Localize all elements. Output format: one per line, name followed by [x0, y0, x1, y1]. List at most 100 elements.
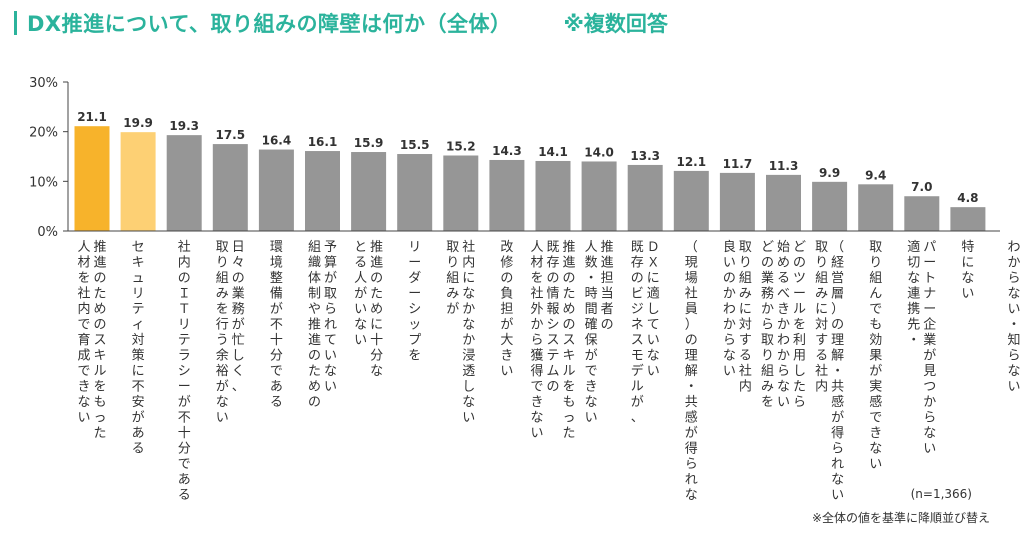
data-label: 12.1 — [676, 155, 706, 169]
category-label-char: な — [1007, 364, 1020, 379]
category-label-char: 業 — [232, 286, 245, 302]
category-label-char: ッ — [408, 318, 421, 333]
data-label: 4.8 — [957, 191, 978, 205]
category-label-char: 効 — [869, 333, 882, 348]
category-label-char: 適 — [907, 239, 920, 255]
category-label-char: 得 — [685, 441, 698, 457]
category-label-char: で — [270, 364, 283, 379]
category-label-char: 進 — [562, 256, 575, 271]
category-label-char: の — [761, 256, 774, 271]
category-label-char: 改 — [500, 240, 513, 255]
category-label-char: 既 — [631, 240, 644, 255]
category-label-char: ら — [324, 302, 337, 317]
category-label-char: 推 — [370, 240, 383, 255]
category-label-char: い — [77, 411, 90, 426]
category-label-char: ら — [530, 333, 543, 348]
category-label-char: な — [961, 271, 974, 286]
category-label-char: な — [354, 318, 367, 333]
y-tick-label: 30% — [29, 76, 58, 91]
category-label-char: み — [739, 287, 752, 302]
category-label-char: 分 — [370, 349, 383, 364]
category-label-char: 透 — [462, 364, 475, 379]
category-label-char: 担 — [601, 271, 614, 286]
data-label: 14.0 — [584, 145, 614, 159]
category-label-char: ど — [793, 240, 806, 255]
category-label-char: 材 — [77, 256, 90, 271]
category-label-char: ィ — [132, 318, 145, 333]
category-label-char: い — [723, 364, 736, 379]
category-label-char: の — [500, 271, 513, 286]
category-label-char: な — [831, 473, 844, 488]
bar — [627, 164, 663, 231]
category-label-char: 進 — [93, 256, 106, 271]
y-tick-label: 0% — [37, 225, 58, 240]
category-label-char: シ — [178, 364, 191, 379]
category-label-char: 推 — [93, 240, 106, 255]
category-label-char: い — [324, 380, 337, 395]
category-label-char: な — [462, 287, 475, 302]
category-label-char: モ — [631, 349, 644, 364]
category-label-char: き — [869, 426, 882, 441]
category-label-char: の — [546, 380, 559, 395]
category-label-char: 外 — [530, 302, 543, 317]
category-label-char: が — [216, 380, 229, 395]
category-label-char: 報 — [546, 302, 559, 317]
category-label-char: 社 — [462, 239, 475, 255]
category-label-char: た — [93, 287, 106, 302]
bar — [858, 184, 894, 231]
category-label-char: 取 — [324, 287, 337, 302]
category-label-char: 浸 — [462, 349, 475, 364]
category-label-char: か — [761, 302, 774, 317]
category-label-char: の — [601, 318, 614, 333]
chart-title: DX推進について、取り組みの障壁は何か（全体） — [27, 12, 512, 36]
category-label-char: 取 — [216, 240, 229, 255]
category-label-char: に — [370, 318, 383, 333]
data-label: 16.4 — [262, 134, 292, 148]
data-label: 9.9 — [819, 166, 840, 180]
category-label-char: な — [647, 349, 660, 364]
category-label-char: ） — [685, 318, 698, 333]
category-label-char: に — [132, 364, 145, 379]
category-label-char: パ — [923, 240, 936, 255]
sort-order-note: ※全体の値を基準に降順並び替え — [811, 511, 990, 525]
category-label-char: 内 — [815, 379, 828, 395]
category-label-char: い — [831, 488, 844, 503]
data-label: 15.9 — [354, 136, 384, 150]
category-label-char: ー — [178, 380, 191, 395]
category-label-char: も — [869, 318, 882, 333]
category-label-char: ど — [761, 240, 774, 255]
category-label-char: 存 — [631, 256, 644, 271]
category-label-char: に — [739, 302, 752, 317]
category-label-char: り — [869, 256, 882, 271]
category-label-char: な — [777, 380, 790, 395]
category-label-char: 、 — [631, 411, 644, 426]
category-label-char: 十 — [178, 426, 191, 441]
category-label-char: が — [446, 302, 459, 317]
category-label-char: 不 — [132, 380, 145, 395]
category-label-char: リ — [408, 240, 421, 255]
category-label-char: 企 — [923, 317, 936, 333]
category-label-char: で — [530, 380, 543, 395]
category-label-char: り — [815, 256, 828, 271]
bar — [443, 155, 479, 231]
category-label-char: 組 — [869, 271, 882, 286]
category-label-char: 営 — [831, 271, 844, 286]
category-label-char: る — [777, 271, 790, 286]
category-label-char: た — [562, 287, 575, 302]
category-label-char: を — [562, 380, 575, 395]
category-label-char: い — [647, 364, 660, 379]
category-label-char: ラ — [178, 349, 191, 364]
category-label-char: 負 — [500, 287, 513, 302]
category-label-char: 感 — [869, 394, 882, 410]
category-label-char: い — [869, 457, 882, 472]
category-label-char: り — [446, 256, 459, 271]
category-label-char: Ｉ — [178, 287, 191, 302]
category-label-char: た — [562, 426, 575, 441]
category-label-char: 組 — [446, 271, 459, 286]
category-label-char: が — [232, 318, 245, 333]
category-label-char: 数 — [585, 256, 598, 271]
category-label-char: が — [869, 364, 882, 379]
category-label-char: が — [831, 411, 844, 426]
category-label-char: が — [324, 271, 337, 286]
category-label-char: 社 — [77, 286, 90, 302]
